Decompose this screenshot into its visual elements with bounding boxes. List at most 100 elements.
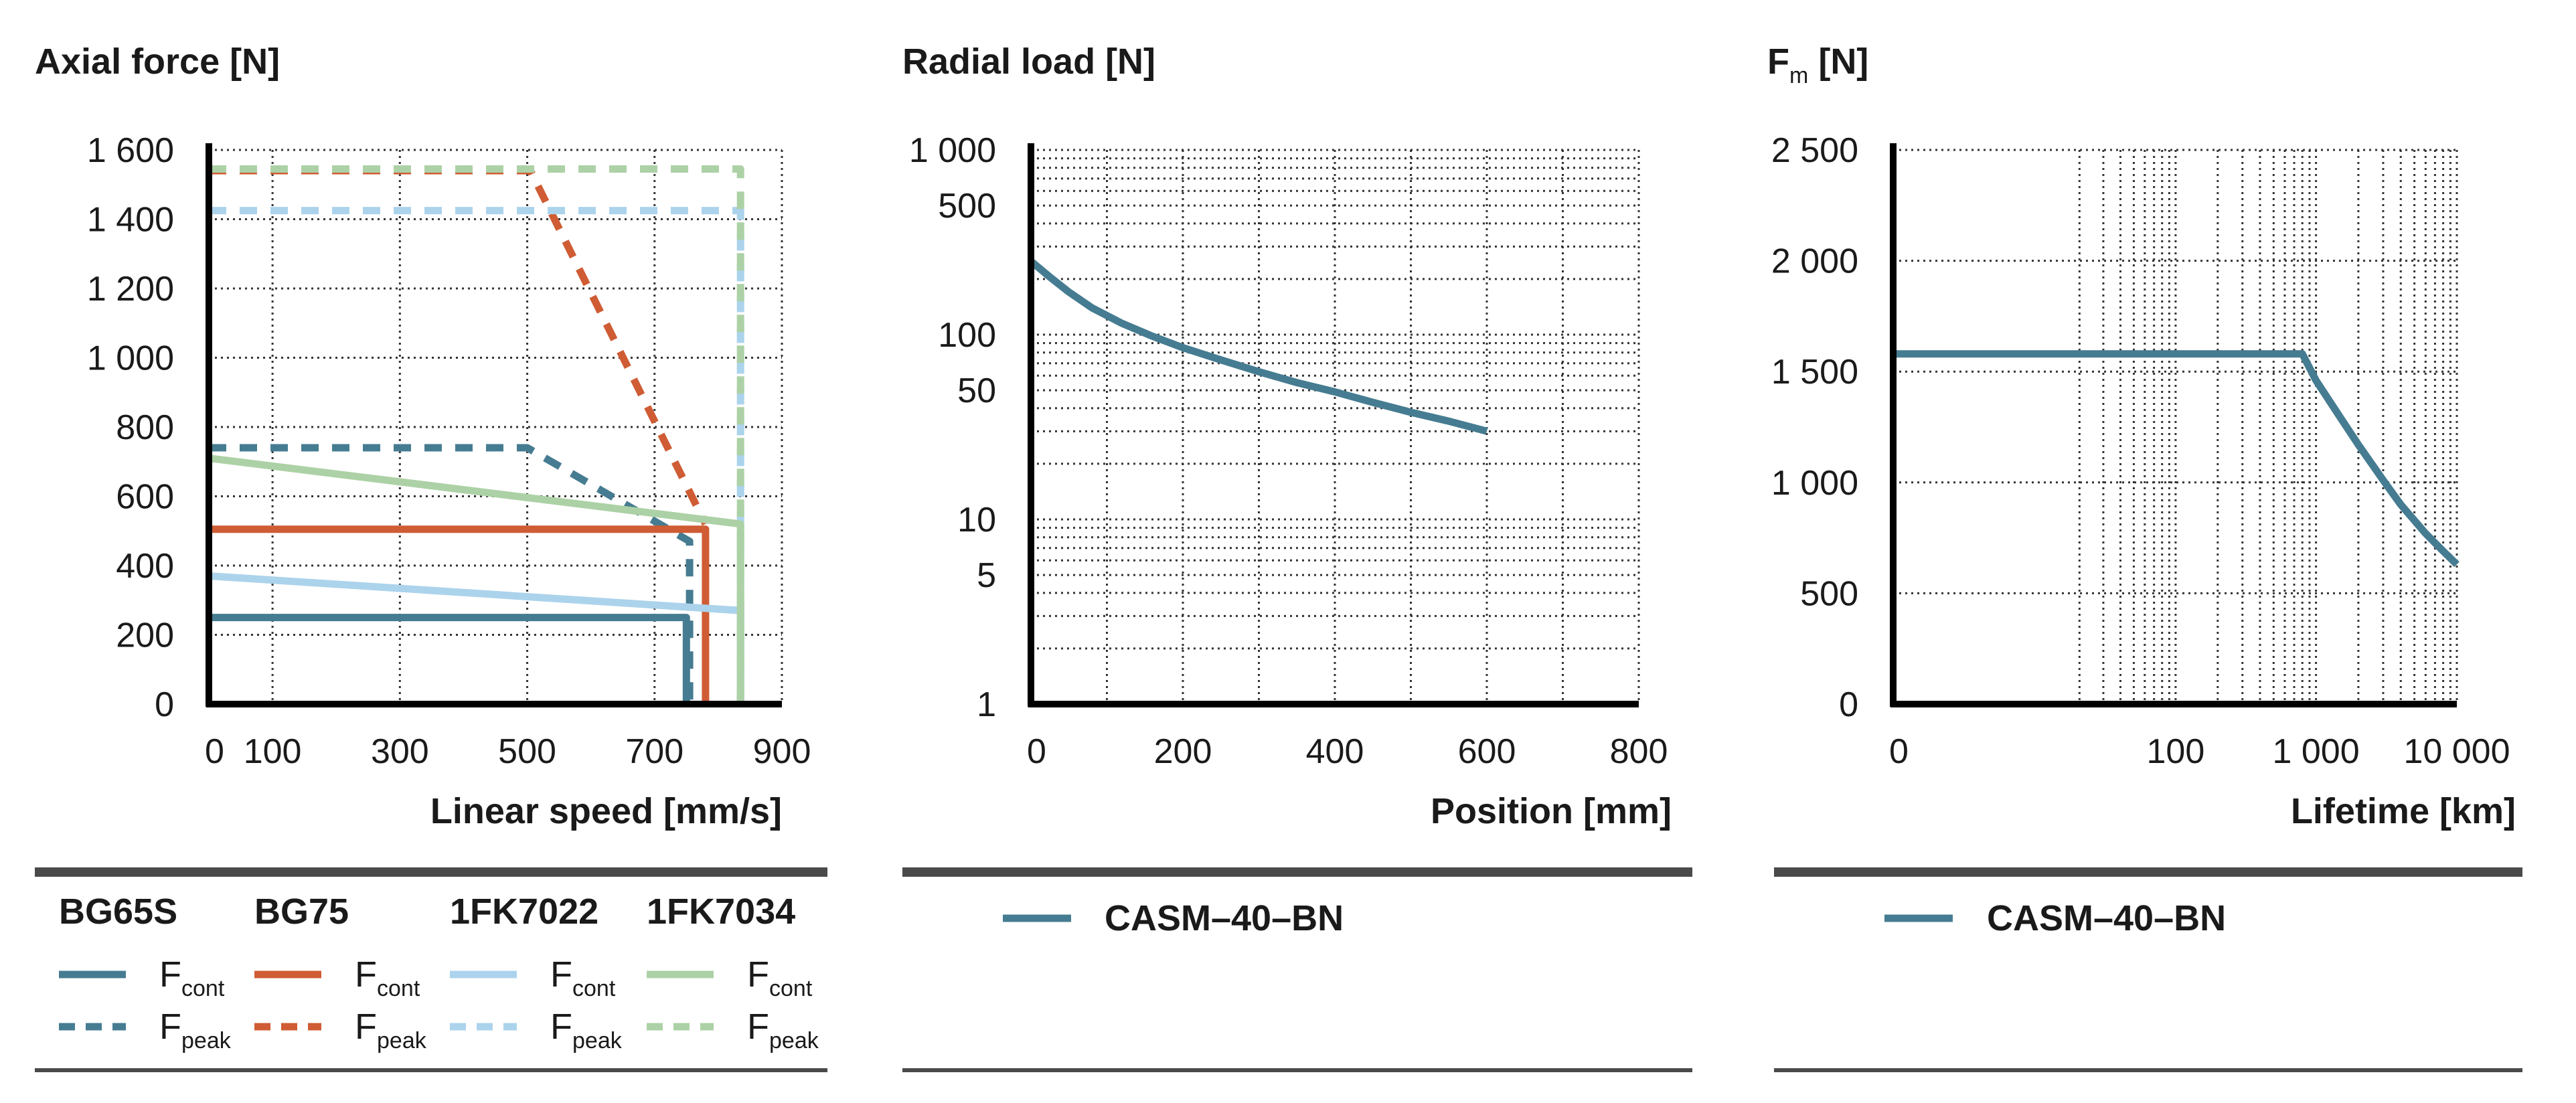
axial-chart-title: Axial force [N]: [35, 41, 280, 82]
legend-peak-f: F: [550, 1007, 572, 1047]
y-tick-label: 1 400: [87, 201, 174, 240]
legend-cont-f: F: [159, 954, 181, 995]
legend-cont-f: F: [355, 954, 377, 995]
x-tick-label: 500: [498, 732, 556, 771]
x-tick-label: 200: [1154, 732, 1212, 771]
y-tick-label: 200: [116, 616, 174, 655]
y-tick-label: 5: [977, 556, 996, 595]
lifetime-legend-top-rule: [1774, 867, 2522, 877]
lifetime-legend-label: CASM–40–BN: [1987, 898, 2226, 938]
y-tick-label: 1 000: [1771, 464, 1858, 503]
lifetime-title-sub: m: [1789, 63, 1808, 88]
legend-cont-sub: cont: [181, 976, 225, 1001]
legend-peak-f: F: [159, 1007, 181, 1047]
series-line: [209, 444, 694, 704]
y-tick-label: 100: [938, 316, 996, 355]
y-tick-label: 1 200: [87, 270, 174, 309]
legend-peak-label: Fpeak: [550, 1007, 623, 1053]
legend-cont-label: Fcont: [355, 954, 420, 1001]
lifetime-x-axis-label: Lifetime [km]: [2291, 791, 2516, 831]
x-tick-label: 0: [205, 732, 224, 771]
legend-cont-sub: cont: [769, 976, 813, 1001]
y-tick-label: 600: [116, 478, 174, 517]
x-tick-label: 10 000: [2403, 732, 2510, 771]
y-tick-label: 2 500: [1771, 131, 1858, 170]
legend-peak-sub: peak: [572, 1028, 623, 1053]
legend-peak-label: Fpeak: [355, 1007, 427, 1053]
x-tick-label: 400: [1306, 732, 1364, 771]
legend-peak-label: Fpeak: [159, 1007, 232, 1053]
series-line: [1893, 350, 2460, 568]
legend-cont-label: Fcont: [550, 954, 616, 1001]
y-tick-label: 10: [957, 501, 996, 539]
legend-cont-label: Fcont: [747, 954, 813, 1001]
radial-legend-label: CASM–40–BN: [1105, 898, 1344, 938]
y-tick-label: 1 600: [87, 131, 174, 170]
radial-load-chart: 1 5 10 50 100 500 1 000 0 200 400 600 800: [909, 131, 1668, 771]
legend-group-name: BG65S: [59, 892, 177, 932]
axial-legend-bottom-rule: [35, 1068, 827, 1072]
y-tick-label: 2 000: [1771, 242, 1858, 281]
y-tick-label: 1: [977, 685, 996, 724]
legend-cont-f: F: [550, 954, 572, 995]
series-line: [208, 572, 744, 704]
legend-peak-label: Fpeak: [747, 1007, 819, 1053]
legend-peak-sub: peak: [377, 1028, 427, 1053]
radial-x-axis-label: Position [mm]: [1431, 791, 1672, 831]
radial-legend-top-rule: [902, 867, 1692, 877]
y-tick-label: 500: [938, 187, 996, 226]
y-tick-label: 0: [1839, 685, 1858, 724]
series-line: [209, 614, 690, 704]
series-line: [209, 165, 744, 704]
x-tick-label: 0: [1027, 732, 1046, 771]
lifetime-legend: CASM–40–BN: [1884, 898, 2226, 938]
lifetime-chart: 0 500 1 000 1 500 2 000 2 500 0 100 1 000 10 000: [1771, 131, 2510, 771]
legend-cont-label: Fcont: [159, 954, 225, 1001]
lifetime-title-f: F: [1767, 41, 1789, 82]
y-tick-label: 1 000: [87, 339, 174, 378]
axial-legend-top-rule: [35, 867, 827, 877]
y-tick-label: 500: [1800, 574, 1858, 613]
legend-group-name: 1FK7022: [450, 892, 598, 932]
legend-cont-f: F: [747, 954, 769, 995]
x-tick-label: 100: [244, 732, 302, 771]
y-tick-label: 0: [155, 685, 174, 724]
y-tick-label: 800: [116, 408, 174, 447]
axial-force-chart: 0 200 400 600 800 1 000 1 200 1 400 1 600 0 100 300…: [87, 131, 811, 771]
lifetime-chart-title: Fm [N]: [1767, 41, 1868, 88]
series-line: [209, 207, 744, 704]
radial-legend-bottom-rule: [902, 1068, 1692, 1072]
legend-peak-sub: peak: [181, 1028, 232, 1053]
series-line: [209, 525, 710, 704]
x-tick-label: 800: [1610, 732, 1668, 771]
x-tick-label: 700: [625, 732, 683, 771]
x-tick-label: 300: [371, 732, 429, 771]
radial-legend: CASM–40–BN: [1003, 898, 1344, 938]
axial-legend: BG65SFcontFpeakBG75FcontFpeak1FK7022Fcon…: [59, 892, 819, 1053]
radial-chart-title: Radial load [N]: [902, 41, 1155, 82]
y-tick-label: 1 000: [909, 131, 996, 170]
x-tick-label: 1 000: [2273, 732, 2360, 771]
legend-peak-sub: peak: [769, 1028, 819, 1053]
legend-cont-sub: cont: [377, 976, 420, 1001]
y-tick-label: 400: [116, 547, 174, 586]
legend-cont-sub: cont: [572, 976, 616, 1001]
legend-group-name: BG75: [254, 892, 349, 932]
y-tick-label: 1 500: [1771, 353, 1858, 392]
axial-x-axis-label: Linear speed [mm/s]: [430, 791, 782, 831]
x-tick-label: 600: [1458, 732, 1516, 771]
lifetime-title-suffix: [N]: [1808, 41, 1868, 82]
series-line: [208, 454, 744, 704]
legend-peak-f: F: [747, 1007, 769, 1047]
legend-peak-f: F: [355, 1007, 377, 1047]
series-line: [1028, 258, 1488, 435]
y-tick-label: 50: [957, 371, 996, 410]
x-tick-label: 100: [2147, 732, 2205, 771]
lifetime-legend-bottom-rule: [1774, 1068, 2522, 1072]
x-tick-label: 0: [1889, 732, 1909, 771]
